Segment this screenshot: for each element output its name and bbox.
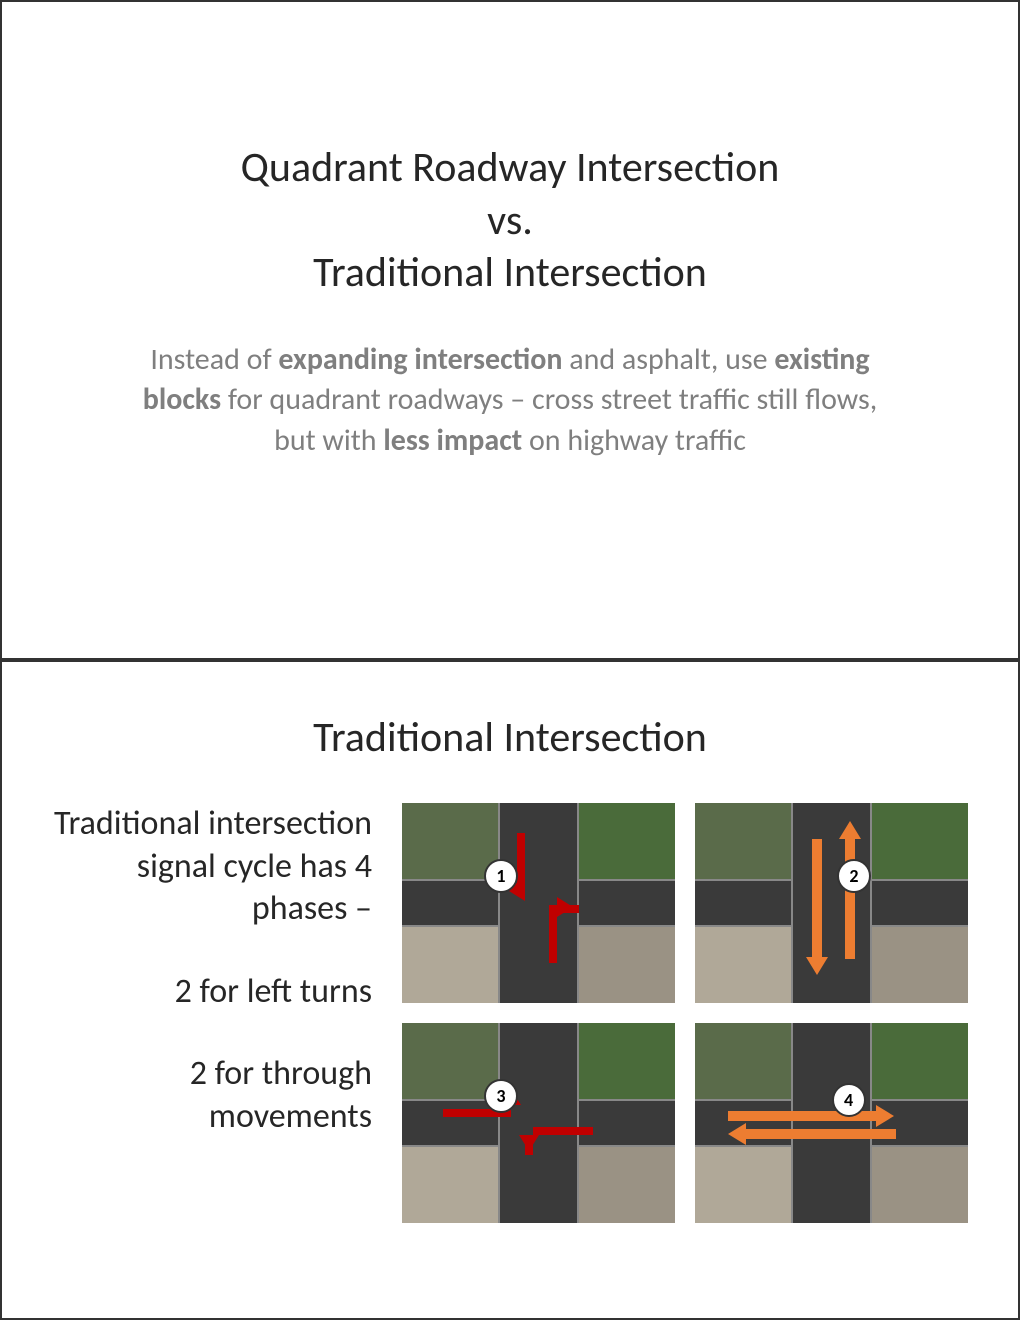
slide2-body: Traditional intersection signal cycle ha…: [52, 803, 968, 1223]
phase-2-badge: 2: [837, 859, 871, 893]
slide-2: Traditional Intersection Traditional int…: [0, 660, 1020, 1320]
text-left-turns: 2 for left turns: [52, 971, 372, 1014]
phase-3-image: 3: [402, 1023, 675, 1223]
sub-pre1: Instead of: [150, 341, 278, 378]
phase-1-badge: 1: [484, 859, 518, 893]
sub-b3: less impact: [383, 422, 522, 459]
title-line-2: vs.: [487, 195, 533, 246]
text-phases: Traditional intersection signal cycle ha…: [52, 803, 372, 931]
sub-mid1: and asphalt, use: [562, 341, 774, 378]
sub-end: on highway traffic: [522, 422, 746, 459]
text-through: 2 for through movements: [52, 1053, 372, 1138]
title-line-1: Quadrant Roadway Intersection: [241, 142, 780, 193]
slide2-title: Traditional Intersection: [52, 712, 968, 763]
title-line-3: Traditional Intersection: [313, 247, 707, 298]
slide-1: Quadrant Roadway Intersection vs. Tradit…: [0, 0, 1020, 660]
slide2-content: Traditional Intersection Traditional int…: [2, 662, 1018, 1223]
slide2-left-text: Traditional intersection signal cycle ha…: [52, 803, 372, 1223]
slide1-title: Quadrant Roadway Intersection vs. Tradit…: [102, 142, 918, 300]
slide1-content: Quadrant Roadway Intersection vs. Tradit…: [2, 2, 1018, 461]
phase-2-image: 2: [695, 803, 968, 1003]
phase-grid: 1 2 3: [402, 803, 968, 1223]
phase-1-image: 1: [402, 803, 675, 1003]
sub-b1: expanding intersection: [278, 341, 562, 378]
phase-4-image: 4: [695, 1023, 968, 1223]
slide1-subtitle: Instead of expanding intersection and as…: [102, 340, 918, 462]
phase-4-badge: 4: [832, 1083, 866, 1117]
phase-3-badge: 3: [484, 1079, 518, 1113]
